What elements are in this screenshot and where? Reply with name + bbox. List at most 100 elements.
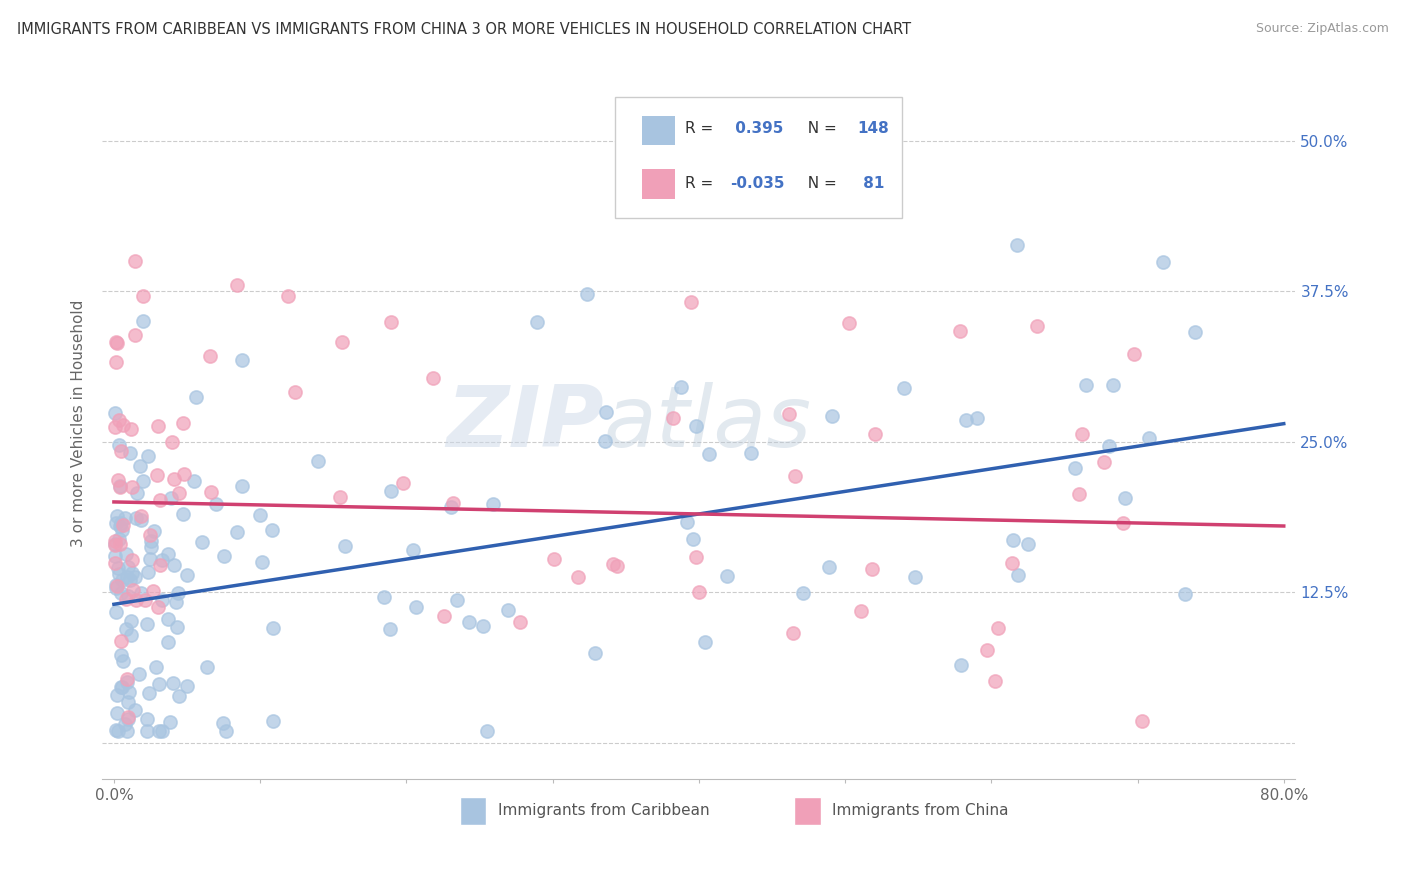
Point <box>115 723 138 738</box>
Point <box>104 605 127 619</box>
Point <box>498 603 520 617</box>
Point <box>159 491 181 505</box>
Point <box>284 385 307 400</box>
Y-axis label: 3 or more Vehicles in Household: 3 or more Vehicles in Household <box>72 300 86 548</box>
Point <box>139 540 162 554</box>
Point <box>156 634 179 648</box>
Point <box>606 558 628 573</box>
Point <box>129 508 152 523</box>
Point <box>117 695 139 709</box>
Point <box>1153 254 1175 268</box>
Point <box>107 413 129 427</box>
Point <box>124 328 146 343</box>
Point <box>262 714 284 728</box>
Point <box>110 680 132 694</box>
Point <box>373 590 395 604</box>
Point <box>307 454 329 468</box>
Point <box>1098 439 1121 453</box>
Point <box>457 615 479 629</box>
Point <box>127 485 149 500</box>
Point <box>173 416 195 430</box>
Point <box>583 646 606 660</box>
Point <box>157 547 180 561</box>
Point <box>150 593 173 607</box>
Point <box>104 556 127 570</box>
Point <box>402 542 425 557</box>
Point <box>108 438 131 452</box>
Point <box>1137 431 1160 445</box>
FancyBboxPatch shape <box>616 97 901 218</box>
Point <box>440 500 463 514</box>
Point <box>111 517 134 532</box>
Point <box>129 586 152 600</box>
Bar <box>794 797 821 825</box>
Point <box>107 561 129 575</box>
Point <box>165 595 187 609</box>
Point <box>1184 325 1206 339</box>
Point <box>226 524 249 539</box>
Point <box>821 409 844 423</box>
Point <box>681 295 703 310</box>
Point <box>697 447 720 461</box>
Point <box>433 609 456 624</box>
Point <box>120 573 142 587</box>
Point <box>136 617 159 632</box>
Point <box>949 324 972 338</box>
Point <box>104 549 127 563</box>
Point <box>1101 378 1123 392</box>
Point <box>526 315 548 329</box>
Point <box>1092 455 1115 469</box>
Bar <box>641 169 675 199</box>
Point <box>200 484 222 499</box>
Point <box>595 434 617 449</box>
Point <box>121 566 143 581</box>
Point <box>128 666 150 681</box>
Point <box>173 467 195 481</box>
Point <box>1112 516 1135 530</box>
Point <box>110 444 132 458</box>
Point <box>108 479 131 493</box>
Point <box>262 621 284 635</box>
Point <box>104 539 127 553</box>
Text: 0.395: 0.395 <box>730 120 783 136</box>
Point <box>682 532 704 546</box>
Point <box>148 677 170 691</box>
Point <box>146 467 169 482</box>
Point <box>167 689 190 703</box>
Point <box>685 549 707 564</box>
Point <box>136 566 159 580</box>
Point <box>108 480 131 494</box>
Point <box>107 723 129 738</box>
Point <box>576 287 599 301</box>
Point <box>1025 319 1047 334</box>
Point <box>111 680 134 694</box>
Point <box>166 620 188 634</box>
Point <box>136 712 159 726</box>
Point <box>125 593 148 607</box>
Point <box>150 553 173 567</box>
Point <box>163 558 186 572</box>
Point <box>172 508 194 522</box>
Point <box>104 419 127 434</box>
Point <box>662 411 685 425</box>
Point <box>120 627 142 641</box>
Point <box>477 723 499 738</box>
Point <box>105 688 128 702</box>
Point <box>105 336 128 351</box>
Point <box>262 524 284 538</box>
Point <box>1122 347 1144 361</box>
Point <box>115 591 138 606</box>
Point <box>120 422 142 436</box>
Point <box>405 600 427 615</box>
Text: IMMIGRANTS FROM CARIBBEAN VS IMMIGRANTS FROM CHINA 3 OR MORE VEHICLES IN HOUSEHO: IMMIGRANTS FROM CARIBBEAN VS IMMIGRANTS … <box>17 22 911 37</box>
Point <box>693 635 716 649</box>
Point <box>121 553 143 567</box>
Point <box>111 654 134 668</box>
Point <box>330 334 353 349</box>
Text: -0.035: -0.035 <box>730 177 785 192</box>
Point <box>966 411 988 425</box>
Point <box>422 371 444 385</box>
Point <box>117 712 139 726</box>
Point <box>792 586 814 600</box>
Point <box>849 604 872 618</box>
